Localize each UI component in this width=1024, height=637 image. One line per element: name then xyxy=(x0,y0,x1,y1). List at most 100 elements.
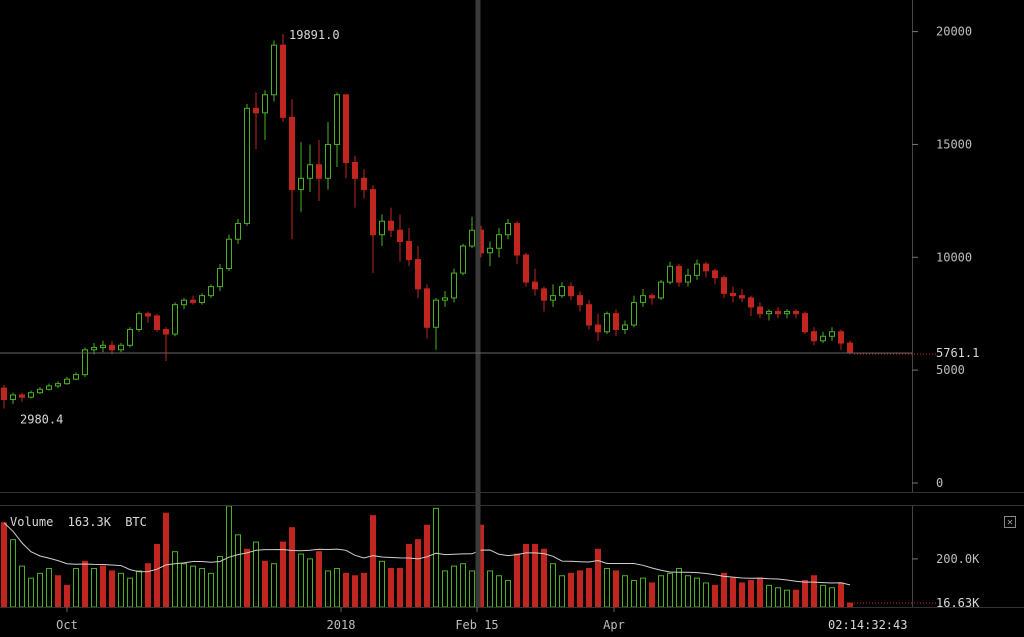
volume-bar xyxy=(163,512,169,608)
candle-body xyxy=(370,189,376,236)
candle-body xyxy=(640,295,646,303)
price-tick-label: 10000 xyxy=(936,250,972,264)
candle-body xyxy=(388,220,394,231)
candle-body xyxy=(10,394,16,400)
volume-bar xyxy=(631,580,637,608)
candle-body xyxy=(703,263,709,272)
candle-body xyxy=(100,344,106,349)
candle-body xyxy=(325,143,331,179)
volume-bar xyxy=(307,558,313,608)
candle-body xyxy=(649,295,655,299)
volume-bar xyxy=(676,568,682,608)
volume-bar xyxy=(505,580,511,608)
volume-bar xyxy=(757,577,763,608)
volume-bar xyxy=(613,570,619,608)
volume-bar xyxy=(649,582,655,608)
candle-body xyxy=(595,324,601,333)
volume-bar xyxy=(55,575,61,608)
volume-bar xyxy=(793,589,799,608)
candle-body xyxy=(181,299,187,306)
candle-body xyxy=(136,313,142,331)
volume-bar xyxy=(100,565,106,608)
candle-body xyxy=(451,272,457,299)
volume-bar xyxy=(46,568,52,608)
volume-bar xyxy=(433,507,439,608)
candle-body xyxy=(127,329,133,346)
volume-bar xyxy=(829,587,835,608)
volume-bar xyxy=(847,602,853,608)
price-axis[interactable]: 0 5000 10000 15000 20000 xyxy=(912,25,972,490)
volume-bar xyxy=(361,572,367,608)
volume-bar xyxy=(388,568,394,608)
volume-bar xyxy=(271,563,277,608)
volume-axis[interactable]: 200.0K xyxy=(912,552,980,566)
candle-body xyxy=(55,383,61,387)
volume-bar xyxy=(712,584,718,608)
volume-bar xyxy=(523,543,529,608)
volume-bar xyxy=(154,543,160,608)
candle-body xyxy=(586,304,592,326)
candle-body xyxy=(190,299,196,303)
candle-body xyxy=(550,295,556,301)
candle-body xyxy=(352,161,358,179)
volume-bar xyxy=(289,527,295,608)
candle-body xyxy=(622,324,628,331)
volume-bar xyxy=(397,568,403,608)
price-tick-label: 15000 xyxy=(936,137,972,151)
volume-bar xyxy=(379,560,385,608)
candle-body xyxy=(829,331,835,337)
volume-bar xyxy=(82,560,88,608)
volume-bar xyxy=(577,570,583,608)
candle-body xyxy=(163,329,169,335)
close-volume-pane-icon[interactable]: ✕ xyxy=(1004,516,1016,528)
volume-bar xyxy=(64,584,70,608)
volume-bar xyxy=(28,577,34,608)
volume-bar xyxy=(91,568,97,608)
volume-bar xyxy=(550,563,556,608)
volume-legend: Volume 163.3K BTC xyxy=(10,515,147,529)
candle-body xyxy=(73,374,79,380)
volume-bar xyxy=(10,539,16,608)
candle-body xyxy=(217,268,223,288)
candle-body xyxy=(748,297,754,308)
candle-body xyxy=(91,347,97,351)
candle-body xyxy=(577,295,583,306)
volume-bar xyxy=(451,565,457,608)
volume-bar xyxy=(136,570,142,608)
candle-body xyxy=(316,164,322,179)
candle-body xyxy=(208,286,214,297)
volume-bar xyxy=(199,568,205,608)
candle-body xyxy=(415,259,421,290)
volume-bar xyxy=(235,534,241,608)
volume-bar xyxy=(442,570,448,608)
candle-body xyxy=(712,270,718,279)
candle-body xyxy=(334,94,340,145)
volume-bar xyxy=(424,524,430,608)
volume-legend-title: Volume xyxy=(10,515,53,529)
volume-bar xyxy=(109,570,115,608)
candlestick-series xyxy=(1,34,853,409)
volume-bar xyxy=(730,577,736,608)
volume-bar xyxy=(541,548,547,608)
candle-body xyxy=(460,245,466,274)
candle-body xyxy=(739,295,745,299)
candle-body xyxy=(343,94,349,163)
volume-bar xyxy=(460,563,466,608)
volume-bar xyxy=(640,577,646,608)
candle-body xyxy=(379,220,385,236)
candle-body xyxy=(37,388,43,394)
time-axis[interactable]: Oct 2018 Feb 15 Apr xyxy=(56,607,625,632)
candle-body xyxy=(289,116,295,191)
volume-bar xyxy=(604,568,610,608)
candle-body xyxy=(775,310,781,315)
volume-moving-average-line xyxy=(3,522,851,586)
volume-bar xyxy=(1,522,7,608)
volume-bar xyxy=(172,551,178,608)
candle-body xyxy=(154,315,160,331)
time-tick-label: Oct xyxy=(56,618,78,632)
candle-body xyxy=(658,281,664,299)
candle-body xyxy=(307,164,313,179)
volume-bar xyxy=(208,572,214,608)
volume-bar xyxy=(262,560,268,608)
